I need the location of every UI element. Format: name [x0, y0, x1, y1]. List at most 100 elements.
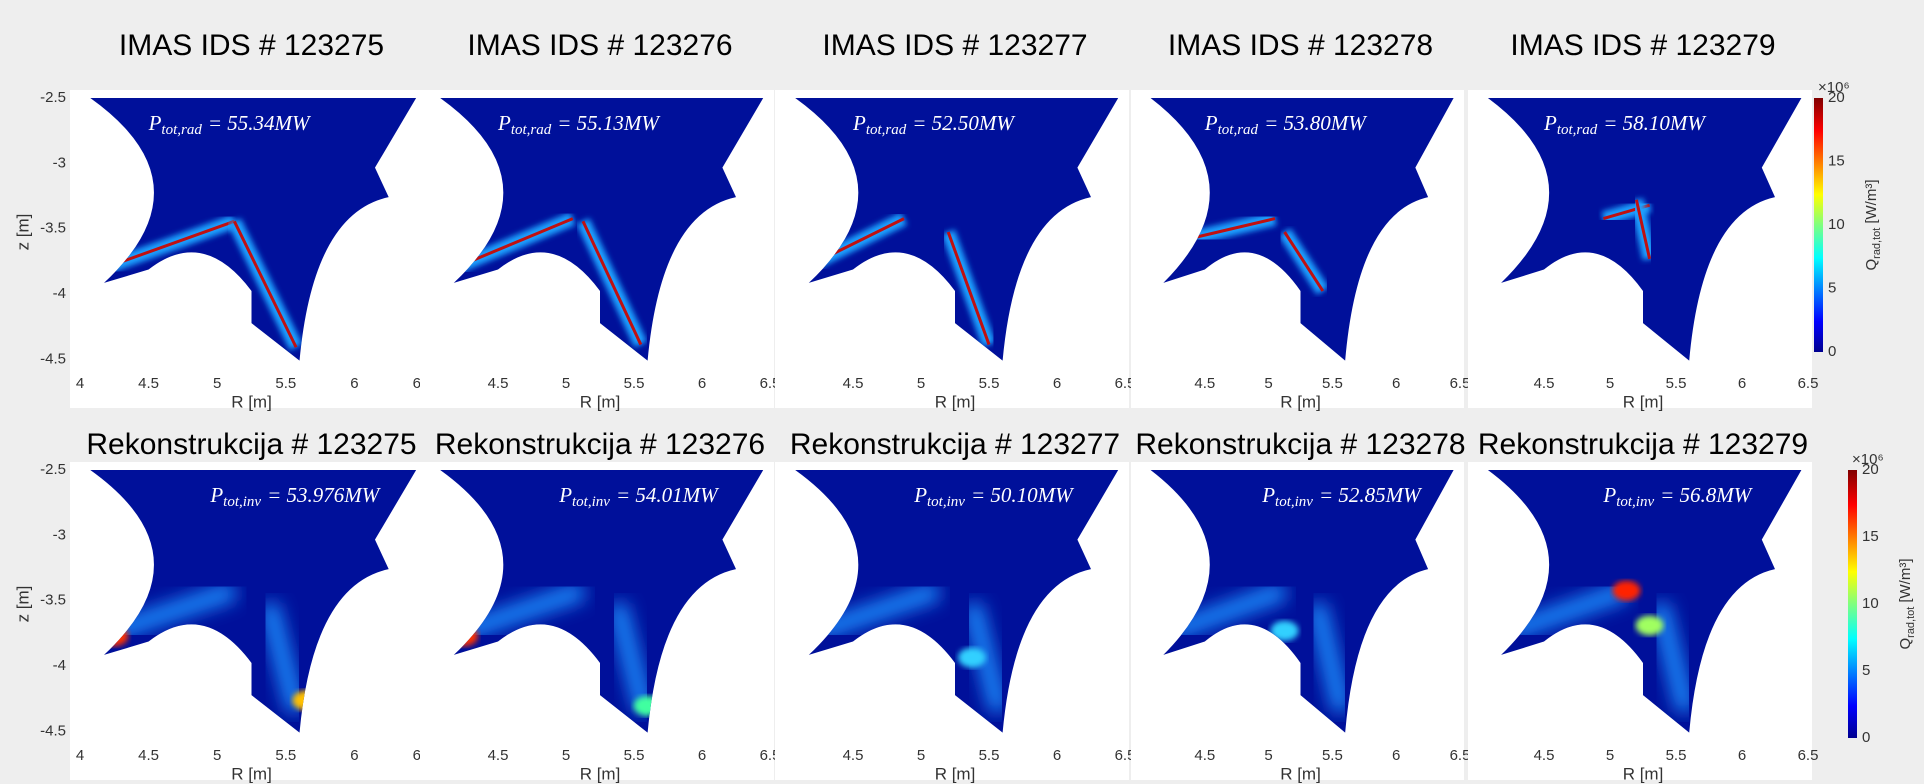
- y-axis-label: z [m]: [13, 214, 32, 251]
- emission-blob: [958, 648, 986, 668]
- annotation-symbol: P: [497, 111, 511, 135]
- panel-title: IMAS IDS # 123275: [119, 29, 384, 62]
- x-tick-label: 5.5: [979, 375, 1000, 392]
- annotation-subscript: tot,inv: [1275, 494, 1313, 510]
- x-tick-label: 5: [917, 747, 925, 764]
- x-tick-label: 5.5: [624, 747, 645, 764]
- colorbar-label-subscript: rad,tot: [1871, 228, 1883, 259]
- panel-title: IMAS IDS # 123279: [1510, 29, 1775, 62]
- x-tick-label: 6: [1738, 375, 1746, 392]
- colorbar-tick-label: 0: [1862, 729, 1870, 746]
- annotation-value: = 50.10MW: [971, 483, 1075, 507]
- x-axis-label: R [m]: [1280, 764, 1321, 783]
- y-tick-label: -4: [53, 285, 66, 302]
- x-tick-label: 4.5: [843, 375, 864, 392]
- annotation-value: = 54.01MW: [616, 483, 720, 507]
- y-tick-label: -4.5: [40, 350, 66, 367]
- x-tick-label: 4.5: [843, 747, 864, 764]
- panel-title: Rekonstrukcija # 123276: [435, 428, 765, 461]
- colorbar-tick-label: 10: [1862, 595, 1879, 612]
- annotation-subscript: tot,rad: [511, 122, 552, 138]
- colorbar-label-symbol: Q: [1897, 638, 1914, 650]
- x-tick-label: 4.5: [1194, 747, 1215, 764]
- colorbar-label: Qrad,tot [W/m³]: [1897, 558, 1917, 649]
- colorbar-tick-label: 5: [1862, 662, 1870, 679]
- x-tick-label: 5.5: [275, 375, 296, 392]
- panel-title: IMAS IDS # 123278: [1168, 29, 1433, 62]
- x-tick-label: 5: [1606, 375, 1614, 392]
- colorbar: [1848, 470, 1857, 738]
- x-tick-label: 4.5: [488, 747, 509, 764]
- colorbar-tick-label: 10: [1828, 216, 1845, 233]
- x-tick-label: 5.5: [1322, 747, 1343, 764]
- colorbar-label-unit: [W/m³]: [1897, 558, 1914, 602]
- emission-blob: [1613, 581, 1641, 601]
- annotation-subscript: tot,rad: [1218, 122, 1259, 138]
- annotation-value: = 53.80MW: [1264, 111, 1368, 135]
- annotation-symbol: P: [852, 111, 866, 135]
- annotation-subscript: tot,inv: [927, 494, 965, 510]
- x-tick-label: 4.5: [1534, 375, 1555, 392]
- x-axis-label: R [m]: [231, 764, 272, 783]
- x-axis-label: R [m]: [580, 764, 621, 783]
- x-tick-label: 5.5: [275, 747, 296, 764]
- x-tick-label: 6.5: [1450, 375, 1471, 392]
- x-tick-label: 5.5: [1666, 375, 1687, 392]
- x-tick-label: 5.5: [1666, 747, 1687, 764]
- x-tick-label: 6: [1738, 747, 1746, 764]
- x-axis-label: R [m]: [1280, 392, 1321, 411]
- emission-blob: [1636, 615, 1664, 635]
- x-tick-label: 6: [1392, 747, 1400, 764]
- annotation-value: = 55.13MW: [557, 111, 661, 135]
- annotation-subscript: tot,inv: [223, 494, 261, 510]
- colorbar-exponent: ×10⁶: [1852, 451, 1884, 468]
- x-tick-label: 5: [1264, 375, 1272, 392]
- colorbar-exponent: ×10⁶: [1818, 79, 1850, 96]
- annotation-value: = 52.85MW: [1319, 483, 1423, 507]
- x-tick-label: 4.5: [138, 747, 159, 764]
- x-tick-label: 4.5: [488, 375, 509, 392]
- x-tick-label: 5: [562, 375, 570, 392]
- annotation-value: = 52.50MW: [912, 111, 1016, 135]
- annotation-value: = 53.976MW: [267, 483, 382, 507]
- x-tick-label: 6: [698, 747, 706, 764]
- x-tick-label: 6.5: [1798, 747, 1819, 764]
- y-tick-label: -4: [53, 657, 66, 674]
- x-tick-label: 5: [213, 375, 221, 392]
- x-tick-label: 4.5: [1194, 375, 1215, 392]
- x-tick-label: 6: [1053, 747, 1061, 764]
- annotation-symbol: P: [209, 483, 223, 507]
- x-tick-label: 6: [1392, 375, 1400, 392]
- y-tick-label: -4.5: [40, 722, 66, 739]
- x-tick-label: 5: [1264, 747, 1272, 764]
- annotation-subscript: tot,inv: [1616, 494, 1654, 510]
- colorbar: [1814, 98, 1823, 352]
- y-axis-label: z [m]: [13, 586, 32, 623]
- annotation-subscript: tot,rad: [161, 122, 202, 138]
- panel-title: Rekonstrukcija # 123275: [86, 428, 416, 461]
- colorbar-label-subscript: rad,tot: [1905, 607, 1917, 638]
- x-tick-label: 4.5: [138, 375, 159, 392]
- y-tick-label: -3.5: [40, 592, 66, 609]
- annotation-symbol: P: [148, 111, 162, 135]
- x-tick-label: 6: [1053, 375, 1061, 392]
- annotation-symbol: P: [1602, 483, 1616, 507]
- colorbar-tick-label: 15: [1828, 152, 1845, 169]
- annotation-symbol: P: [1543, 111, 1557, 135]
- x-tick-label: 6: [350, 375, 358, 392]
- panel-title: Rekonstrukcija # 123278: [1135, 428, 1465, 461]
- figure: IMAS IDS # 123275Ptot,rad= 55.34MW44.555…: [0, 0, 1924, 784]
- colorbar-tick-label: 15: [1862, 528, 1879, 545]
- x-axis-label: R [m]: [1623, 764, 1664, 783]
- panel-title: IMAS IDS # 123277: [822, 29, 1087, 62]
- colorbar-label: Qrad,tot[W/m³]: [1863, 179, 1883, 270]
- x-tick-label: 6.5: [1798, 375, 1819, 392]
- annotation-value: = 55.34MW: [208, 111, 312, 135]
- y-tick-label: -2.5: [40, 89, 66, 106]
- x-tick-label: 5.5: [624, 375, 645, 392]
- x-tick-label: 5.5: [979, 747, 1000, 764]
- panel-title: Rekonstrukcija # 123279: [1478, 428, 1808, 461]
- x-axis-label: R [m]: [935, 764, 976, 783]
- x-axis-label: R [m]: [231, 392, 272, 411]
- y-tick-label: -3: [53, 154, 66, 171]
